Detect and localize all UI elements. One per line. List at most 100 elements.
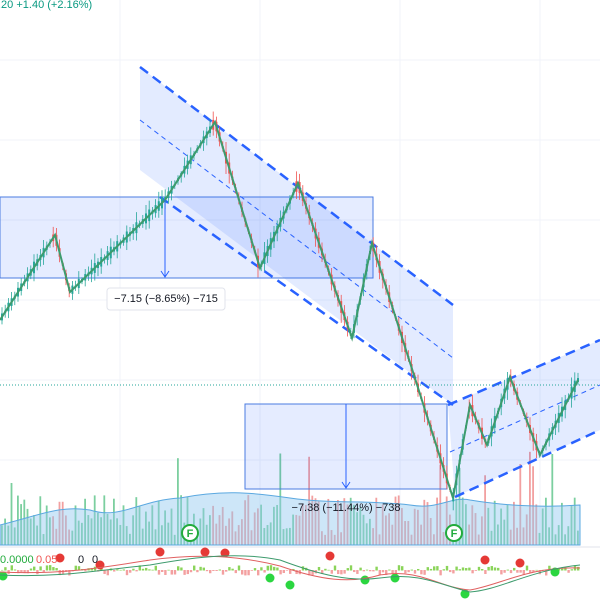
volume-bar [551,454,554,545]
volume-bar [61,501,64,545]
histogram-bar [417,568,420,571]
volume-bar [241,519,243,545]
histogram-bar [183,570,186,575]
histogram-bar [170,570,173,575]
volume-bar [186,497,189,545]
histogram-bar [564,567,567,571]
histogram-bar [490,566,493,571]
histogram-bar [17,570,20,574]
histogram-bar [375,566,378,571]
histogram-bar [269,565,273,571]
volume-bar [97,512,99,545]
volume-bar [481,516,483,545]
volume-bar [369,518,371,545]
volume-bar [33,515,35,545]
measure-label-box [106,287,226,311]
volume-bar [308,456,310,545]
volume-bar [135,497,138,545]
histogram-bar [116,569,119,571]
volume-bar [487,507,490,545]
histogram-bar [509,570,513,574]
histogram-bar [33,566,36,571]
histogram-bar [177,566,180,571]
histogram-bar [186,570,189,575]
histogram-bar [506,569,509,571]
volume-bar [333,534,336,545]
volume-bar [87,515,90,545]
volume-bar [122,505,125,545]
volume-bar [164,510,166,545]
histogram-bar [199,566,202,571]
histogram-bar [324,568,327,571]
down-channel [140,67,453,405]
event-marker[interactable] [445,524,463,542]
volume-bar [103,495,106,545]
volume-bar [209,515,211,545]
histogram-bar [497,567,500,571]
volume-bar [433,534,435,545]
histogram-bar [429,568,433,571]
signal-dot [155,547,165,557]
histogram-bar [221,570,225,575]
volume-bar [349,497,352,545]
histogram-bar [173,570,177,575]
event-marker[interactable] [181,524,199,542]
volume-bar [279,453,282,545]
volume-bar [509,529,512,545]
volume-bar [263,527,266,545]
histogram-bar [129,570,132,573]
histogram-bar [266,565,269,571]
signal-dot [325,551,335,561]
histogram-bar [308,570,311,576]
volume-bar [298,515,301,545]
histogram-bar [388,569,391,571]
histogram-bar [391,570,394,575]
histogram-bar [340,570,343,575]
volume-bar [410,534,413,545]
histogram-bar [557,568,561,571]
histogram-bar [228,567,231,571]
volume-bar [260,504,262,545]
histogram-bar [522,570,525,575]
histogram-bar [125,570,129,576]
volume-bar [138,506,141,545]
price-change: .20 +1.40 (+2.16%) [0,0,92,11]
histogram-bar [321,570,324,574]
histogram-bar [423,570,426,575]
volume-bar [141,528,144,545]
volume-bar [1,525,3,545]
volume-bar [570,505,573,545]
volume-bar [362,514,365,545]
volume-bar [295,514,298,545]
histogram-bar [413,570,417,574]
histogram-bar [519,570,522,573]
volume-bar [212,505,214,545]
volume-bar [413,508,416,545]
volume-bar [68,529,70,545]
volume-bar [385,515,387,545]
histogram-bar [548,565,551,571]
volume-bar [4,518,6,545]
histogram-bar [212,570,215,571]
volume-bar [74,505,77,545]
volume-bar [228,518,230,545]
histogram-bar [113,570,116,572]
measure-arrow [160,200,351,489]
volume-bar [23,499,26,545]
volume-bar [490,530,493,545]
histogram-bar [349,565,353,571]
volume-bar [343,498,346,545]
volume-bar [36,525,38,545]
volume-bar [503,519,506,545]
signal-dot [390,573,400,583]
histogram-bar [538,570,541,575]
histogram-bar [481,569,484,571]
histogram-bar [529,570,532,574]
histogram-bar [151,569,154,571]
volume-bar [573,497,576,545]
histogram-bar [532,570,535,573]
histogram-bar [292,568,295,571]
volume-bar [161,525,163,545]
signal-dot [285,580,295,590]
histogram-bar [365,569,369,571]
